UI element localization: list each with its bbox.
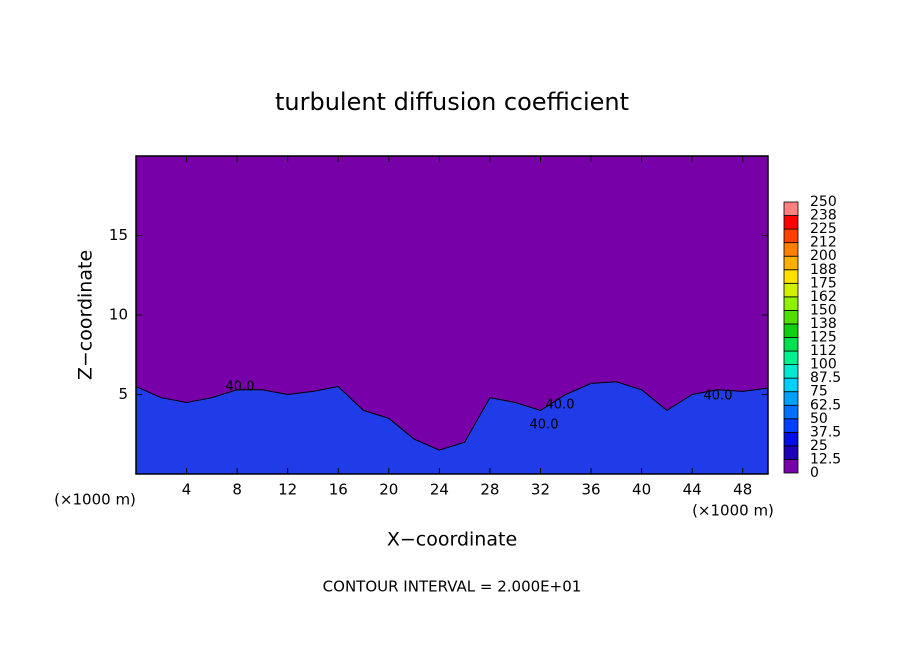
colorbar-cell: [783, 337, 799, 352]
colorbar-label: 162: [810, 289, 837, 305]
colorbar-cell: [783, 201, 799, 216]
chart-title: turbulent diffusion coefficient: [275, 88, 629, 116]
x-tick-label: 20: [379, 481, 398, 499]
contour-label: 40.0: [704, 389, 733, 404]
y-tick-label: 15: [109, 226, 128, 244]
x-unit: (×1000 m): [54, 491, 136, 509]
colorbar-cell: [783, 269, 799, 284]
contour-label: 40.0: [546, 398, 575, 413]
x-tick-label: 44: [683, 481, 702, 499]
colorbar-cell: [783, 282, 799, 298]
x-tick-label: 24: [430, 481, 449, 499]
x-tick-label: 40: [632, 481, 651, 499]
x-tick-label: 8: [232, 481, 242, 499]
colorbar-cell: [783, 459, 799, 474]
colorbar-label: 25: [810, 438, 828, 454]
colorbar-cell: [783, 445, 799, 460]
colorbar-label: 212: [810, 235, 837, 251]
colorbar-label: 87.5: [810, 370, 841, 386]
colorbar-label: 62.5: [810, 397, 841, 413]
colorbar-label: 150: [810, 302, 837, 318]
colorbar-label: 125: [810, 330, 837, 346]
x-tick-label: 16: [329, 481, 348, 499]
colorbar-label: 200: [810, 248, 837, 264]
colorbar-cell: [783, 377, 799, 393]
x-tick-label: 32: [531, 481, 550, 499]
colorbar-label: 75: [810, 384, 828, 400]
x-tick-label: 4: [182, 481, 192, 499]
colorbar-cell: [783, 418, 799, 433]
x-tick-label: 28: [480, 481, 499, 499]
x-tick-label: 48: [733, 481, 752, 499]
colorbar-cell: [783, 350, 799, 365]
y-axis-label: Z−coordinate: [75, 250, 97, 380]
colorbar-cell: [783, 323, 799, 338]
colorbar-label: 138: [810, 316, 837, 332]
colorbar-cell: [783, 364, 799, 379]
colorbar-label: 188: [810, 262, 837, 278]
contour-label: 40.0: [530, 418, 559, 433]
colorbar-cell: [783, 255, 799, 271]
colorbar-label: 37.5: [810, 424, 841, 440]
contour-label: 40.0: [226, 380, 255, 395]
colorbar-cell: [783, 242, 799, 257]
colorbar-cell: [783, 431, 799, 447]
colorbar-cell: [783, 309, 799, 325]
footer-note: CONTOUR INTERVAL = 2.000E+01: [323, 578, 582, 596]
x-unit: (×1000 m): [692, 502, 774, 520]
contour-line: [135, 381, 769, 451]
colorbar-cell: [783, 228, 799, 244]
colorbar-label: 112: [810, 343, 837, 359]
x-tick-label: 36: [581, 481, 600, 499]
colorbar-label: 175: [810, 275, 837, 291]
colorbar-cell: [783, 404, 799, 420]
turbulent-layer: [136, 381, 768, 474]
y-tick-label: 10: [109, 306, 128, 324]
x-axis-label: X−coordinate: [387, 529, 517, 551]
colorbar-label: 238: [810, 208, 837, 224]
colorbar-label: 100: [810, 357, 837, 373]
colorbar-label: 0: [810, 465, 819, 481]
colorbar-cell: [783, 296, 799, 311]
colorbar-label: 12.5: [810, 451, 841, 467]
colorbar-cell: [783, 215, 799, 230]
colorbar-label: 50: [810, 411, 828, 427]
colorbar-cell: [783, 391, 799, 406]
x-tick-label: 12: [278, 481, 297, 499]
y-tick-label: 5: [118, 385, 128, 403]
colorbar-label: 250: [810, 194, 837, 210]
colorbar-label: 225: [810, 221, 837, 237]
